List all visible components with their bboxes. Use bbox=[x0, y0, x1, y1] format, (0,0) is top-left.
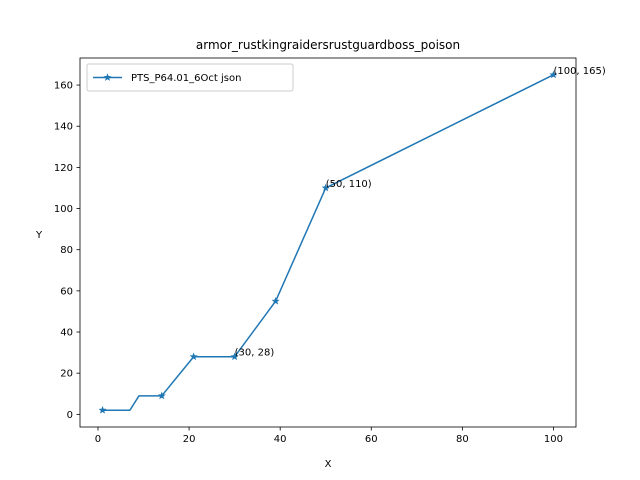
x-tick-label: 40 bbox=[274, 434, 287, 445]
legend: PTS_P64.01_6Oct json bbox=[86, 63, 294, 92]
y-tick-label: 140 bbox=[54, 122, 73, 133]
x-tick-label: 100 bbox=[544, 434, 563, 445]
y-tick-label: 20 bbox=[60, 369, 73, 380]
data-annotation: (100, 165) bbox=[553, 66, 605, 77]
legend-label: PTS_P64.01_6Oct json bbox=[131, 73, 241, 84]
x-tick-label: 20 bbox=[183, 434, 196, 445]
data-point-marker bbox=[321, 183, 330, 192]
data-annotation: (30, 28) bbox=[235, 348, 275, 359]
y-tick-label: 80 bbox=[60, 245, 73, 256]
x-tick-label: 60 bbox=[365, 434, 378, 445]
x-tick-label: 0 bbox=[95, 434, 101, 445]
y-axis-label: Y bbox=[35, 230, 43, 241]
y-tick-label: 40 bbox=[60, 328, 73, 339]
y-tick-label: 100 bbox=[54, 204, 73, 215]
legend-star-marker bbox=[103, 73, 112, 81]
y-tick-label: 0 bbox=[67, 410, 73, 421]
axes: 0 20 40 60 80 100 0 20 40 60 80 100 120 140 160 bbox=[54, 57, 577, 445]
data-point-marker bbox=[189, 352, 198, 361]
data-point-marker bbox=[549, 70, 558, 79]
data-point-marker bbox=[98, 406, 107, 414]
plot-area: (30, 28) (50, 110) (100, 165) bbox=[98, 66, 606, 414]
y-tick-label: 160 bbox=[54, 81, 73, 92]
chart-title: armor_rustkingraidersrustguardboss_poiso… bbox=[196, 38, 460, 52]
axes-frame bbox=[79, 57, 577, 428]
data-point-marker bbox=[271, 296, 280, 305]
y-tick-label: 120 bbox=[54, 163, 73, 174]
x-axis-label: X bbox=[325, 459, 332, 470]
data-annotation: (50, 110) bbox=[326, 179, 372, 190]
x-tick-label: 80 bbox=[456, 434, 469, 445]
data-point-marker bbox=[157, 391, 166, 400]
data-point-marker bbox=[230, 352, 239, 361]
legend-box bbox=[86, 63, 294, 92]
y-tick-label: 60 bbox=[60, 286, 73, 297]
